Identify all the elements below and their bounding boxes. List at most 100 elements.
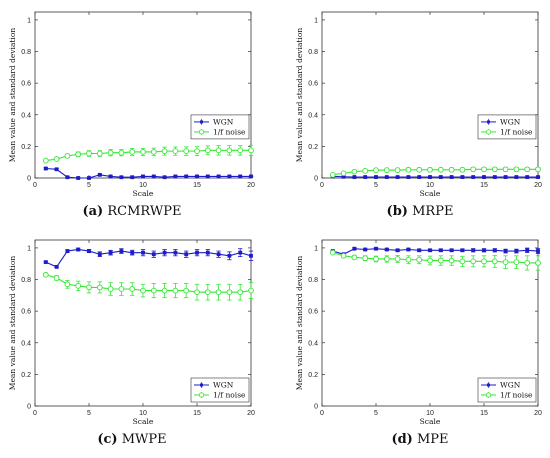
x-axis-label-d: Scale [420,417,441,426]
legend-box-c [190,377,250,403]
legend-box-b [477,114,537,140]
data-point-a [194,148,200,154]
data-point-d [374,246,378,251]
data-point-b [514,175,519,179]
data-point-d [536,249,540,253]
caption-a-name: RCMRWPE [107,204,182,219]
data-point-b [340,170,347,177]
x-tick-label-c: 20 [247,410,255,417]
data-point-b [428,175,432,179]
y-tick-label-a: 0.2 [21,144,31,151]
data-point-c [108,250,113,255]
data-point-c [226,289,233,296]
data-point-c [43,260,48,265]
series-pink-noise-c [42,271,254,301]
y-tick-label-a: 0.8 [21,49,31,56]
data-point-c [141,250,145,255]
caption-c-letter: (c) [97,432,118,447]
legend-label-a: WGN [213,117,234,126]
data-point-d [405,256,412,263]
legend-box-a [190,114,250,140]
y-tick-label-a: 1 [27,17,31,24]
y-tick-label-b: 0.2 [308,144,318,151]
data-point-d [535,260,541,266]
data-point-a [162,175,167,180]
x-tick-label-d: 0 [320,410,324,417]
data-point-a [237,147,244,154]
caption-c-name: MWPE [121,432,167,447]
x-tick-label-a: 20 [247,182,255,189]
data-point-a [172,148,179,154]
data-point-b [437,166,444,173]
data-point-a [183,148,190,154]
x-tick-label-a: 10 [139,182,147,189]
caption-d: (d) MPE [310,432,530,447]
legend-label-a: 1/f noise [213,127,246,136]
legend-marker-c [200,383,203,387]
legend-label-d: 1/f noise [500,391,533,400]
caption-b: (b) MRPE [310,204,530,219]
data-point-a [249,174,253,179]
data-point-b [351,168,358,175]
data-point-d [428,248,432,253]
data-point-d [492,248,497,253]
data-point-c [172,287,179,294]
data-point-a [195,174,199,179]
data-point-b [536,175,540,179]
y-axis-label-c: Mean value and standard deviation [8,256,17,391]
y-tick-label-d: 0.4 [308,340,318,347]
data-point-a [205,174,210,179]
data-point-a [184,174,189,179]
data-point-a [42,157,49,164]
data-point-d [362,255,369,262]
y-tick-label-c: 1 [27,245,31,252]
data-point-d [502,259,509,265]
data-point-b [405,166,412,173]
data-point-c [227,253,232,258]
data-point-b [438,175,443,179]
data-point-c [53,275,60,281]
x-tick-label-c: 0 [33,410,37,417]
x-tick-label-b: 20 [534,182,542,189]
panel-c: 0 5 10 15 20 0 0.2 0.4 0.6 0.8 1 Scale Mean value an… [8,239,255,426]
x-tick-label-c: 10 [139,410,147,417]
data-point-a [140,149,146,155]
data-point-d [514,249,519,253]
x-axis-label-b: Scale [420,189,441,198]
y-tick-label-b: 0 [314,176,318,183]
data-point-b [448,166,455,173]
y-tick-label-b: 0.8 [308,49,318,56]
data-point-d [427,257,433,264]
y-tick-label-a: 0.6 [21,81,31,88]
data-point-c [150,287,157,294]
x-tick-label-d: 10 [426,410,434,417]
x-tick-label-d: 20 [534,410,542,417]
data-point-d [513,259,520,265]
data-point-b [406,175,411,179]
data-point-b [535,166,541,173]
y-axis-label-d: Mean value and standard deviation [295,256,304,391]
data-point-d [460,248,465,253]
x-tick-label-a: 15 [193,182,201,189]
panel-a: 0 5 10 15 20 0 0.2 0.4 0.6 0.8 1 Scale Mean value an… [8,11,255,198]
data-point-a [65,175,70,180]
data-point-a [129,149,136,155]
data-point-c [76,247,81,252]
data-point-d [363,247,368,252]
data-point-d [481,258,487,265]
x-tick-label-d: 15 [480,410,488,417]
data-point-b [471,175,476,179]
y-tick-label-d: 1 [314,245,318,252]
data-point-b [502,166,509,173]
data-point-c [237,289,244,296]
series-wgn-c [43,247,254,269]
data-point-d [525,248,530,253]
data-point-c [64,281,71,288]
data-point-c [183,287,190,294]
legend-marker-d [487,383,490,387]
data-point-d [448,257,455,264]
data-point-d [449,248,454,253]
legend-label-c: 1/f noise [213,391,246,400]
data-point-c [97,252,102,257]
